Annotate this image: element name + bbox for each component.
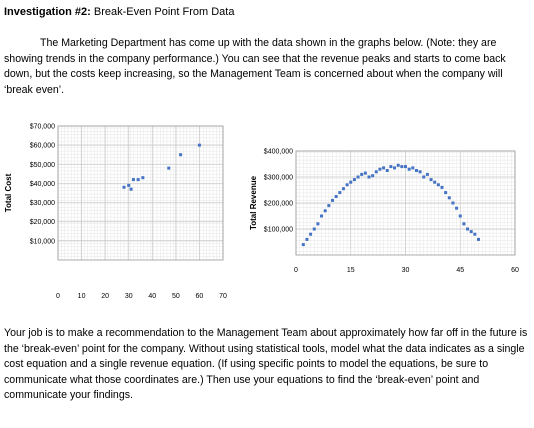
data-point [436, 183, 440, 187]
data-point [378, 167, 382, 171]
intro-paragraph: The Marketing Department has come up wit… [4, 36, 528, 98]
data-point [404, 165, 407, 169]
data-point [312, 227, 316, 231]
y-tick-label: $10,000 [30, 238, 55, 245]
data-point [469, 230, 473, 234]
data-point [477, 237, 480, 241]
investigation-heading: Break-Even Point From Data [93, 6, 235, 18]
data-point [122, 185, 126, 189]
y-tick-label: $50,000 [30, 162, 55, 169]
data-point [127, 183, 131, 187]
data-point [179, 153, 183, 157]
x-tick-label: 70 [219, 293, 227, 300]
investigation-title: Investigation #2: Break-Even Point From … [4, 6, 234, 18]
data-point [440, 185, 444, 189]
data-point [352, 178, 356, 182]
x-tick-label: 0 [56, 293, 60, 300]
data-point [385, 169, 389, 172]
data-point [197, 143, 201, 147]
data-point [407, 167, 411, 171]
data-point [131, 178, 135, 182]
data-point [382, 166, 386, 170]
data-point [345, 183, 349, 187]
data-point [462, 222, 466, 226]
data-point [334, 195, 338, 198]
data-point [371, 174, 375, 178]
y-tick-label: $60,000 [30, 143, 55, 150]
data-point [320, 214, 324, 218]
x-tick-label: 20 [101, 293, 109, 300]
data-point [367, 175, 371, 179]
y-axis-label: Total Cost [4, 173, 13, 212]
y-tick-label: $20,000 [30, 219, 55, 226]
data-point [341, 187, 345, 191]
data-point [444, 191, 448, 195]
data-point [374, 170, 378, 174]
data-point [466, 227, 470, 231]
data-point [455, 206, 459, 210]
data-point [301, 243, 305, 247]
data-point [136, 178, 140, 182]
x-tick-label: 40 [148, 293, 156, 300]
y-tick-label: $40,000 [30, 181, 55, 188]
data-point [418, 170, 422, 174]
data-point [422, 175, 426, 179]
data-point [167, 166, 171, 170]
data-point [349, 180, 353, 184]
data-point [451, 201, 455, 205]
x-tick-label: 30 [125, 293, 133, 300]
y-tick-label: $100,000 [264, 227, 293, 234]
data-point [411, 166, 415, 170]
plot-area-border [57, 125, 224, 261]
data-point [327, 204, 331, 208]
x-tick-label: 15 [347, 267, 355, 274]
total-revenue-chart: $100,000 $200,000 $300,000 $400,000 0 15 30 45 6… [249, 149, 519, 275]
data-point [396, 163, 400, 167]
data-point [356, 175, 360, 179]
data-point [458, 214, 462, 218]
data-point [429, 178, 433, 182]
y-tick-label: $400,000 [264, 149, 293, 156]
x-tick-label: 10 [78, 293, 86, 300]
data-point [425, 172, 429, 176]
data-point [389, 165, 393, 169]
y-tick-label: $70,000 [30, 124, 55, 131]
data-point [309, 232, 313, 236]
data-point [305, 237, 309, 241]
data-point [338, 191, 342, 195]
data-point [316, 222, 320, 226]
y-axis-label: Total Revenue [249, 175, 258, 230]
x-tick-label: 60 [511, 267, 519, 274]
data-point [414, 169, 418, 172]
data-point [360, 172, 364, 176]
intro-text: The Marketing Department has come up wit… [4, 37, 506, 96]
investigation-label: Investigation #2: [4, 6, 91, 18]
plot-area-border [295, 150, 516, 256]
x-tick-label: 0 [294, 267, 298, 274]
x-tick-label: 30 [402, 267, 410, 274]
data-point [393, 166, 397, 170]
data-point [129, 187, 133, 191]
y-tick-label: $300,000 [264, 175, 293, 182]
data-point [400, 165, 404, 169]
data-point [141, 176, 145, 180]
data-point [323, 209, 327, 213]
data-point [473, 232, 477, 236]
y-tick-label: $200,000 [264, 201, 293, 208]
data-point [433, 180, 437, 184]
x-tick-label: 50 [172, 293, 180, 300]
x-tick-label: 45 [456, 267, 464, 274]
total-cost-chart: $10,000 $20,000 $30,000 $40,000 $50,000 $60,0… [4, 124, 227, 301]
data-point [331, 198, 334, 202]
closing-paragraph: Your job is to make a recommendation to … [4, 327, 528, 401]
data-point [363, 171, 367, 175]
x-tick-label: 60 [196, 293, 204, 300]
y-tick-label: $30,000 [30, 200, 55, 207]
data-point [447, 196, 451, 200]
